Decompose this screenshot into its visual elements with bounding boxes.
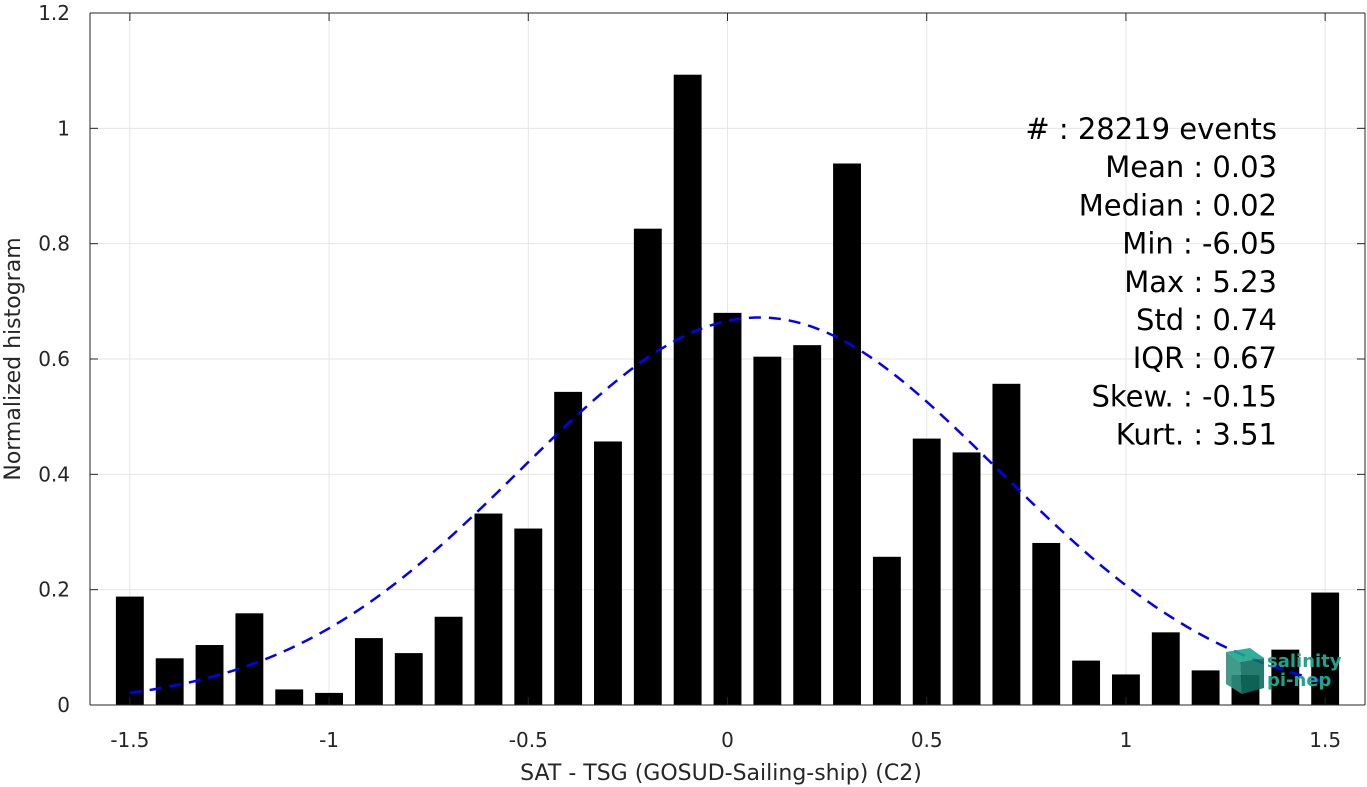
histogram-bar: [912, 438, 941, 705]
statistics-line: Median : 0.02: [1079, 188, 1277, 222]
histogram-bar: [952, 452, 981, 705]
histogram-bar: [673, 74, 702, 706]
x-tick-label: 1.5: [1309, 728, 1341, 752]
statistics-line: # : 28219 events: [1025, 112, 1277, 146]
logo-cube-left: [1226, 652, 1242, 694]
histogram-bar: [753, 356, 782, 705]
statistics-line: Max : 5.23: [1124, 265, 1277, 299]
x-tick-label: 0: [721, 728, 734, 752]
histogram-bar: [833, 163, 861, 705]
y-tick-label: 0.6: [38, 347, 70, 371]
histogram-bar: [155, 658, 184, 705]
histogram-bar: [354, 638, 383, 705]
histogram-bar: [992, 383, 1021, 705]
histogram-bar: [713, 312, 742, 705]
y-axis-label: Normalized histogram: [1, 237, 26, 480]
histogram-bar: [1191, 670, 1220, 705]
normal-fit-curve: [129, 316, 1326, 695]
x-tick-label: -0.5: [509, 728, 548, 752]
salinity-pi-mep-logo: salinity pi-nep: [1226, 648, 1342, 694]
statistics-line: Skew. : -0.15: [1091, 379, 1277, 413]
statistics-line: Std : 0.74: [1136, 303, 1277, 337]
histogram-bar: [1271, 649, 1300, 705]
histogram-bar: [554, 391, 583, 705]
histogram-bar: [1032, 542, 1061, 705]
logo-text-salinity: salinity: [1267, 651, 1342, 672]
statistics-line: IQR : 0.67: [1133, 341, 1277, 375]
histogram-bar: [434, 616, 463, 705]
x-tick-label: -1: [319, 728, 339, 752]
y-tick-label: 0.4: [38, 462, 70, 486]
histogram-bar: [793, 345, 822, 705]
y-tick-label: 1.2: [38, 1, 70, 25]
x-tick-label: 0.5: [911, 728, 943, 752]
statistics-line: Min : -6.05: [1122, 227, 1277, 261]
x-axis-ticks: -1.5 -1 -0.5 0 0.5 1 1.5: [110, 13, 1341, 752]
histogram-bar: [594, 441, 622, 705]
histogram-bar: [394, 653, 423, 705]
logo-cube-right: [1240, 658, 1264, 694]
statistics-line: Kurt. : 3.51: [1116, 418, 1277, 452]
statistics-box: # : 28219 events Mean : 0.03 Median : 0.02…: [1025, 112, 1277, 452]
histogram-bar: [1311, 592, 1340, 705]
histogram-bar: [514, 528, 543, 705]
y-tick-label: 0.8: [38, 232, 70, 256]
y-tick-label: 0: [57, 693, 70, 717]
histogram-bar: [872, 556, 901, 705]
statistics-line: Mean : 0.03: [1105, 150, 1277, 184]
histogram-bar: [1151, 632, 1180, 705]
y-axis-ticks: 0 0.2 0.4 0.6 0.8 1 1.2: [38, 1, 1365, 717]
logo-cube-top: [1226, 648, 1264, 662]
histogram-bar: [1072, 660, 1101, 705]
bar-series: [115, 74, 1340, 706]
histogram-bar: [633, 228, 662, 705]
logo-text-pi-mep: pi-nep: [1267, 670, 1332, 691]
histogram-bar: [474, 513, 503, 705]
x-tick-label: -1.5: [110, 728, 149, 752]
histogram-bar: [235, 613, 264, 705]
histogram-bar: [115, 596, 144, 705]
y-tick-label: 1: [57, 116, 70, 140]
y-tick-label: 0.2: [38, 578, 70, 602]
x-tick-label: 1: [1120, 728, 1133, 752]
histogram-bar: [275, 689, 304, 705]
x-axis-label: SAT - TSG (GOSUD-Sailing-ship) (C2): [520, 761, 922, 786]
